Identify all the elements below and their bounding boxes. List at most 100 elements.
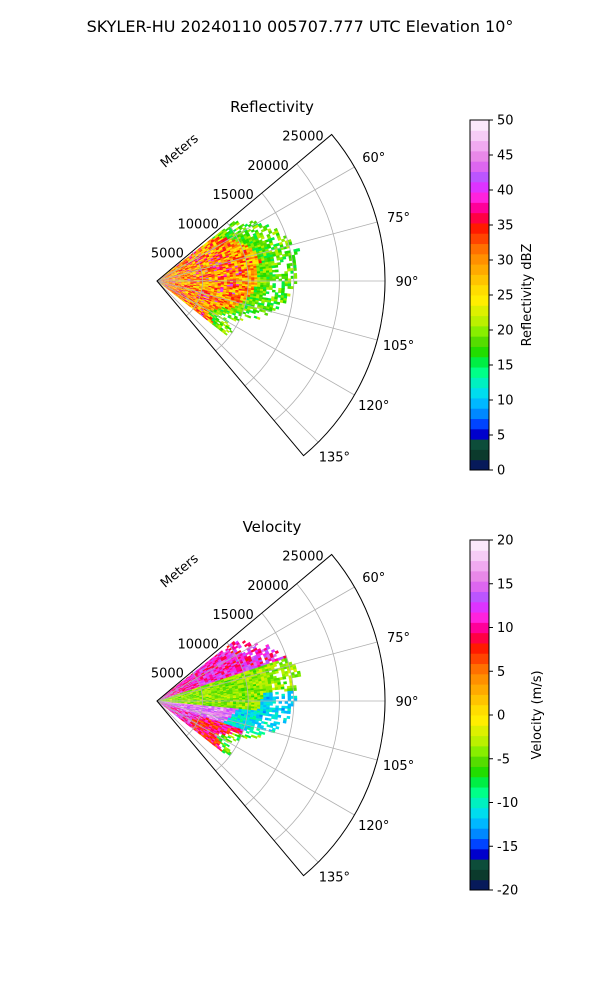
radar-gate xyxy=(201,720,205,724)
radar-gate xyxy=(178,291,182,294)
radar-gate xyxy=(186,270,190,273)
radar-gate xyxy=(167,692,171,695)
radar-gate xyxy=(216,232,221,236)
radar-gate xyxy=(186,258,191,261)
radar-gate xyxy=(229,286,234,289)
radar-gate xyxy=(213,315,217,319)
radar-gate xyxy=(174,267,179,270)
radar-gate xyxy=(281,693,285,697)
radar-gate xyxy=(189,707,194,709)
radar-gate xyxy=(171,291,175,295)
radar-gate xyxy=(241,692,246,695)
radar-gate xyxy=(199,702,203,704)
radar-gate xyxy=(165,278,170,280)
radar-gate xyxy=(185,290,190,292)
radar-gate xyxy=(161,284,165,287)
radar-gate xyxy=(217,284,222,287)
radar-gate xyxy=(287,285,292,289)
radar-gate xyxy=(232,247,237,251)
radar-gate xyxy=(208,260,212,263)
radar-gate xyxy=(207,708,212,711)
radar-gate xyxy=(254,284,258,287)
radar-gate xyxy=(175,697,179,699)
colorbar-swatch xyxy=(470,161,489,172)
radar-gate xyxy=(197,292,202,295)
radar-gate xyxy=(240,662,245,666)
radar-gate xyxy=(216,248,221,252)
radar-gate xyxy=(210,302,214,305)
radar-gate xyxy=(277,294,282,298)
radar-gate xyxy=(236,281,240,283)
radar-gate xyxy=(180,694,185,696)
radar-gate xyxy=(212,675,217,678)
radar-gate xyxy=(226,730,231,734)
radar-gate xyxy=(162,282,167,283)
radar-gate xyxy=(197,679,202,682)
radar-gate xyxy=(178,700,182,701)
radar-gate xyxy=(188,299,192,302)
radar-gate xyxy=(176,690,180,693)
radar-gate xyxy=(198,297,203,301)
radar-gate xyxy=(247,266,251,270)
radar-gate xyxy=(246,641,251,646)
radar-gate xyxy=(237,671,242,675)
radar-gate xyxy=(252,683,257,687)
radar-gate xyxy=(199,308,204,312)
radar-gate xyxy=(180,285,185,287)
radar-gate xyxy=(257,706,261,710)
radar-gate xyxy=(180,274,185,277)
radar-gate xyxy=(174,707,178,709)
radar-gate xyxy=(217,278,222,281)
radar-gate xyxy=(199,263,204,266)
radar-gate xyxy=(180,707,184,710)
radar-gate xyxy=(213,730,217,733)
radar-gate xyxy=(212,716,217,719)
radar-gate xyxy=(231,726,236,729)
radar-gate xyxy=(204,306,209,310)
radar-gate xyxy=(217,679,222,683)
radar-gate xyxy=(202,277,206,279)
radar-gate xyxy=(236,309,241,313)
radar-gate xyxy=(263,276,267,280)
radar-gate xyxy=(176,691,181,694)
radar-gate xyxy=(174,292,179,295)
radar-gate xyxy=(167,693,172,696)
radar-gate xyxy=(169,289,173,292)
radar-gate xyxy=(178,282,182,283)
radar-gate xyxy=(208,277,213,280)
radar-gate xyxy=(252,220,258,225)
radar-gate xyxy=(221,253,226,257)
radar-gate xyxy=(163,279,167,281)
radar-gate xyxy=(165,702,170,704)
radar-gate xyxy=(174,287,178,289)
radar-gate xyxy=(178,292,182,295)
radar-gate xyxy=(215,674,220,678)
radar-gate xyxy=(201,689,205,691)
radar-gate xyxy=(200,712,205,715)
radar-gate xyxy=(273,680,278,684)
radar-gate xyxy=(223,271,227,274)
radar-gate xyxy=(176,289,180,292)
radar-gate xyxy=(284,281,289,284)
radar-gate xyxy=(226,284,231,287)
radar-gate xyxy=(188,689,193,692)
radar-gate xyxy=(198,253,202,257)
radar-gate xyxy=(174,695,179,697)
radar-gate xyxy=(187,285,191,287)
radar-gate xyxy=(177,285,182,288)
radar-gate xyxy=(175,689,179,692)
radar-gate xyxy=(208,697,213,700)
radar-gate xyxy=(223,282,228,284)
radar-gate xyxy=(205,297,210,300)
radar-gate xyxy=(264,297,269,301)
radar-gate xyxy=(189,262,193,266)
radar-gate xyxy=(169,690,173,693)
radar-gate xyxy=(170,272,174,275)
radar-gate xyxy=(201,298,206,302)
radar-gate xyxy=(191,292,195,295)
radar-gate xyxy=(194,687,199,690)
colorbar-swatch xyxy=(470,253,489,265)
radar-gate xyxy=(227,251,232,255)
radar-gate xyxy=(236,249,241,253)
